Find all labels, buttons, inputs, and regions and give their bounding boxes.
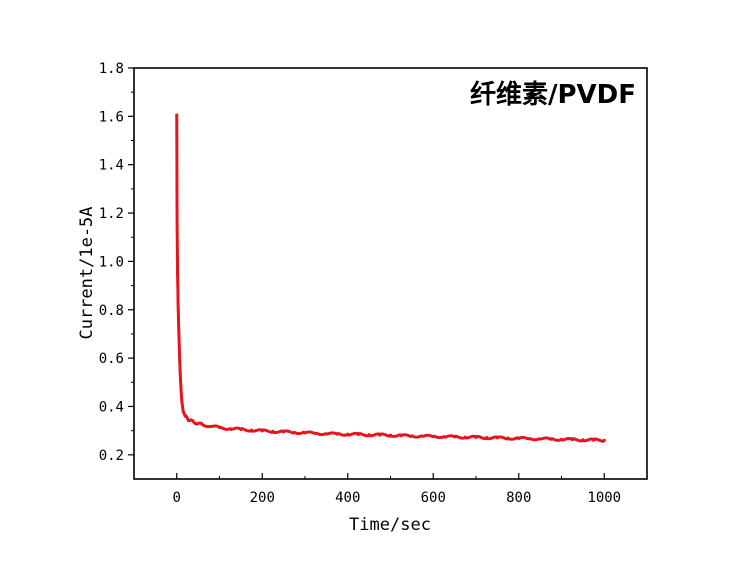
- data-point: [345, 433, 349, 437]
- data-point: [537, 437, 541, 441]
- x-tick-label: 1000: [587, 490, 621, 506]
- y-tick-label: 1.6: [99, 109, 124, 125]
- plot-frame: [133, 67, 648, 480]
- data-point: [569, 437, 573, 441]
- data-point: [176, 296, 180, 300]
- data-point: [505, 437, 509, 441]
- y-tick-label: 1.2: [99, 206, 124, 222]
- data-point: [176, 307, 180, 311]
- x-tick-label: 0: [173, 490, 181, 506]
- data-point: [355, 432, 359, 436]
- data-point: [238, 427, 242, 431]
- data-point: [484, 437, 487, 441]
- data-point: [280, 429, 284, 433]
- data-point: [323, 432, 327, 436]
- data-point: [216, 425, 220, 429]
- data-point: [387, 434, 391, 438]
- data-points: [175, 113, 606, 443]
- y-tick-label: 1.8: [99, 61, 124, 77]
- data-point: [441, 435, 445, 439]
- data-point: [178, 370, 182, 374]
- data-point: [590, 437, 594, 441]
- data-point: [313, 431, 316, 435]
- data-point: [175, 255, 179, 259]
- data-point: [180, 399, 184, 403]
- x-axis-label: Time/sec: [349, 515, 431, 535]
- data-point: [177, 345, 181, 349]
- x-tick-label: 400: [335, 490, 360, 506]
- y-tick-label: 0.2: [99, 448, 124, 464]
- y-tick-label: 1.0: [99, 254, 124, 270]
- data-point: [176, 284, 180, 288]
- data-point: [175, 228, 179, 232]
- data-point: [430, 434, 434, 438]
- x-tick-label: 200: [250, 490, 275, 506]
- data-point: [473, 434, 477, 438]
- data-point: [462, 436, 466, 440]
- data-point: [191, 419, 195, 423]
- x-tick-label: 600: [421, 490, 446, 506]
- data-point: [451, 434, 455, 438]
- x-axis-ticks: 0 200 400 600 800 1000: [173, 473, 621, 506]
- data-point: [270, 430, 274, 434]
- data-point: [208, 424, 212, 428]
- data-point: [377, 432, 381, 436]
- y-tick-label: 1.4: [99, 158, 124, 174]
- data-point: [601, 439, 605, 443]
- data-point: [185, 415, 189, 419]
- data-point: [199, 421, 203, 425]
- x-tick-label: 800: [506, 490, 531, 506]
- data-point: [494, 435, 498, 439]
- y-tick-label: 0.8: [99, 303, 124, 319]
- y-axis-ticks: 0.2 0.4 0.6 0.8 1.0 1.2 1.4 1.6 1.8: [99, 61, 134, 464]
- data-point: [548, 437, 552, 441]
- data-point: [259, 428, 263, 432]
- chart-title: 纤维素/PVDF: [470, 79, 636, 110]
- data-point: [179, 386, 183, 390]
- data-point: [176, 272, 180, 276]
- data-point: [419, 434, 423, 438]
- data-point: [580, 439, 584, 443]
- y-tick-label: 0.4: [99, 399, 124, 415]
- data-point: [175, 188, 179, 192]
- data-point: [558, 438, 562, 442]
- data-point: [366, 434, 370, 438]
- data-point: [177, 331, 181, 335]
- data-point: [409, 434, 413, 438]
- data-point: [516, 436, 520, 440]
- data-point: [398, 433, 402, 437]
- data-point: [248, 429, 252, 433]
- data-point: [178, 357, 182, 361]
- data-point: [176, 316, 180, 320]
- data-point: [291, 431, 295, 435]
- y-axis-label: Current/1e-5A: [77, 206, 97, 339]
- data-point: [227, 427, 231, 431]
- data-point: [334, 432, 338, 436]
- data-point: [302, 430, 306, 434]
- y-tick-label: 0.6: [99, 351, 124, 367]
- data-point: [526, 437, 530, 441]
